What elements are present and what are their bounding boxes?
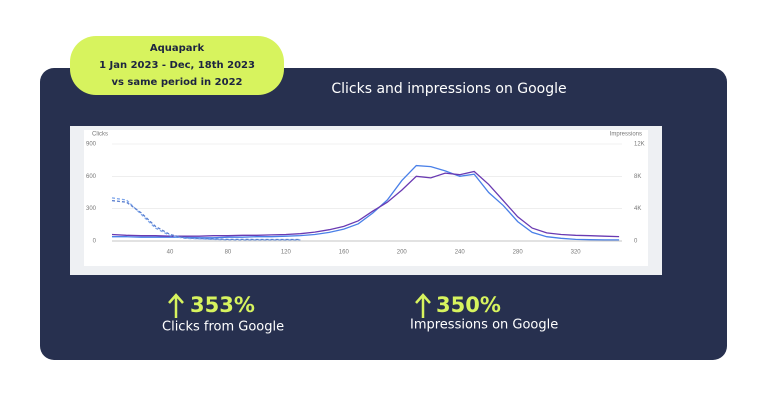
chart-title: Clicks and impressions on Google: [331, 81, 566, 97]
series-line: [111, 199, 301, 241]
badge-line: vs same period in 2022: [111, 77, 242, 88]
y2-tick-label: 8K: [634, 174, 641, 180]
series-line: [112, 164, 620, 241]
series-line: [111, 170, 620, 238]
stat-label: Impressions on Google: [410, 318, 558, 333]
stat-value: 353%: [190, 293, 255, 317]
x-tick-label: 240: [455, 250, 466, 256]
y-tick-label: 300: [86, 206, 97, 212]
stat-value: 350%: [436, 293, 501, 317]
y2-tick-label: 12K: [634, 142, 645, 148]
x-tick-label: 160: [339, 250, 350, 256]
badge-line: 1 Jan 2023 - Dec, 18th 2023: [99, 60, 255, 71]
y-tick-label: 900: [86, 142, 97, 148]
date-badge: [70, 36, 284, 95]
badge-line: Aquapark: [150, 43, 205, 54]
y2-tick-label: 4K: [634, 206, 641, 212]
x-tick-label: 120: [281, 250, 292, 256]
x-tick-label: 40: [167, 250, 174, 256]
x-tick-label: 200: [397, 250, 408, 256]
y-axis-label: Clicks: [92, 132, 108, 138]
y2-axis-label: Impressions: [610, 132, 642, 138]
chart-area: [84, 130, 648, 266]
x-tick-label: 320: [571, 250, 582, 256]
x-tick-label: 80: [225, 250, 232, 256]
y-tick-label: 600: [86, 174, 97, 180]
stat-label: Clicks from Google: [162, 320, 284, 335]
y2-tick-label: 0: [634, 239, 638, 245]
arrow-icon: [168, 293, 431, 318]
y-tick-label: 0: [93, 239, 97, 245]
x-tick-label: 280: [513, 250, 524, 256]
